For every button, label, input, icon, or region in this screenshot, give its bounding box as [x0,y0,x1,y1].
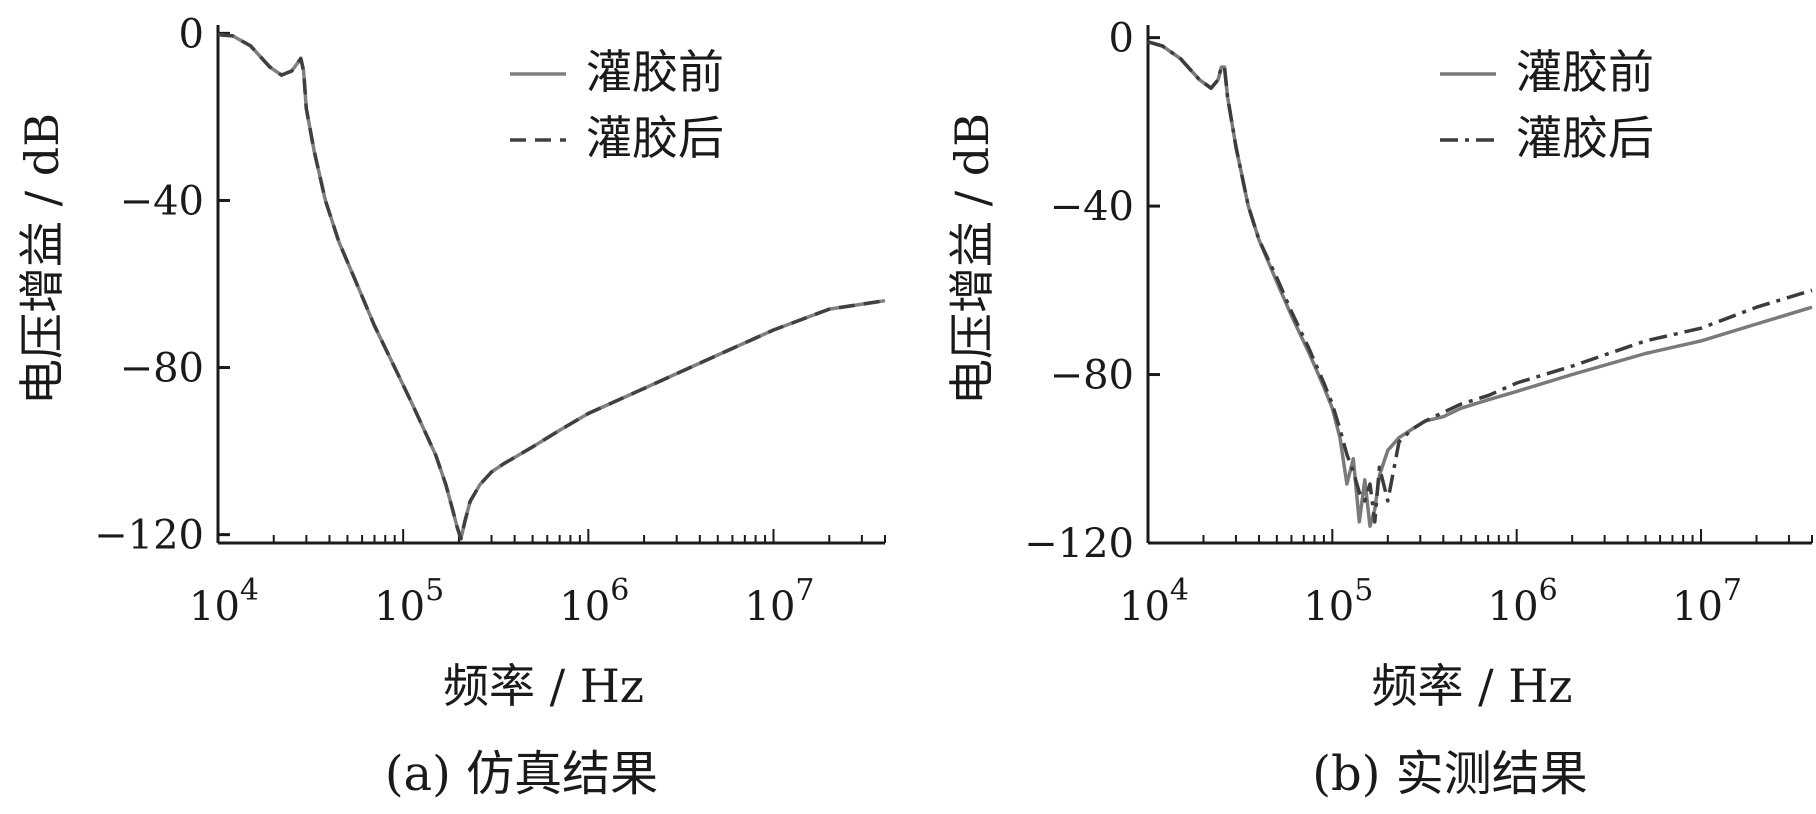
series-line-after [1147,40,1813,524]
chart-b: 0 −40 −80 −120 104 105 106 107 频率 / Hz 电压增益 / dB (… [945,16,1813,802]
y-tick-label: −80 [120,346,204,392]
y-axis-label: 电压增益 / dB [945,113,999,405]
x-tick-label: 105 [374,573,444,630]
series-line-before [217,32,886,541]
x-tick-label: 106 [559,573,629,630]
y-tick-label: 0 [1109,16,1134,62]
y-tick-label: −120 [1024,521,1134,567]
x-axis-label: 频率 / Hz [443,659,644,713]
chart-caption: (a) 仿真结果 [385,746,658,802]
y-tick-label: 0 [179,11,204,57]
y-tick-label: −120 [94,513,204,559]
x-tick-label: 107 [1672,573,1742,630]
x-tick-label: 104 [1119,573,1189,630]
x-tick-label: 106 [1488,573,1558,630]
x-tick-label: 105 [1303,573,1373,630]
chart-a: 0 −40 −80 −120 104 105 106 107 频率 / Hz 电压增益 / dB (… [15,11,886,802]
chart-caption: (b) 实测结果 [1312,746,1587,802]
y-tick-label: −40 [1050,184,1134,230]
y-tick-label: −80 [1050,353,1134,399]
series-line-after [217,32,886,541]
legend-label: 灌胶前 [1516,45,1654,99]
y-axis-label: 电压增益 / dB [15,113,69,405]
x-tick-label: 107 [745,573,815,630]
legend-label: 灌胶后 [1516,111,1654,165]
legend-label: 灌胶后 [586,111,724,165]
series-line-before [1147,40,1813,528]
y-tick-label: −40 [120,178,204,224]
x-axis-label: 频率 / Hz [1371,659,1572,713]
legend-label: 灌胶前 [586,45,724,99]
x-tick-label: 104 [189,573,259,630]
